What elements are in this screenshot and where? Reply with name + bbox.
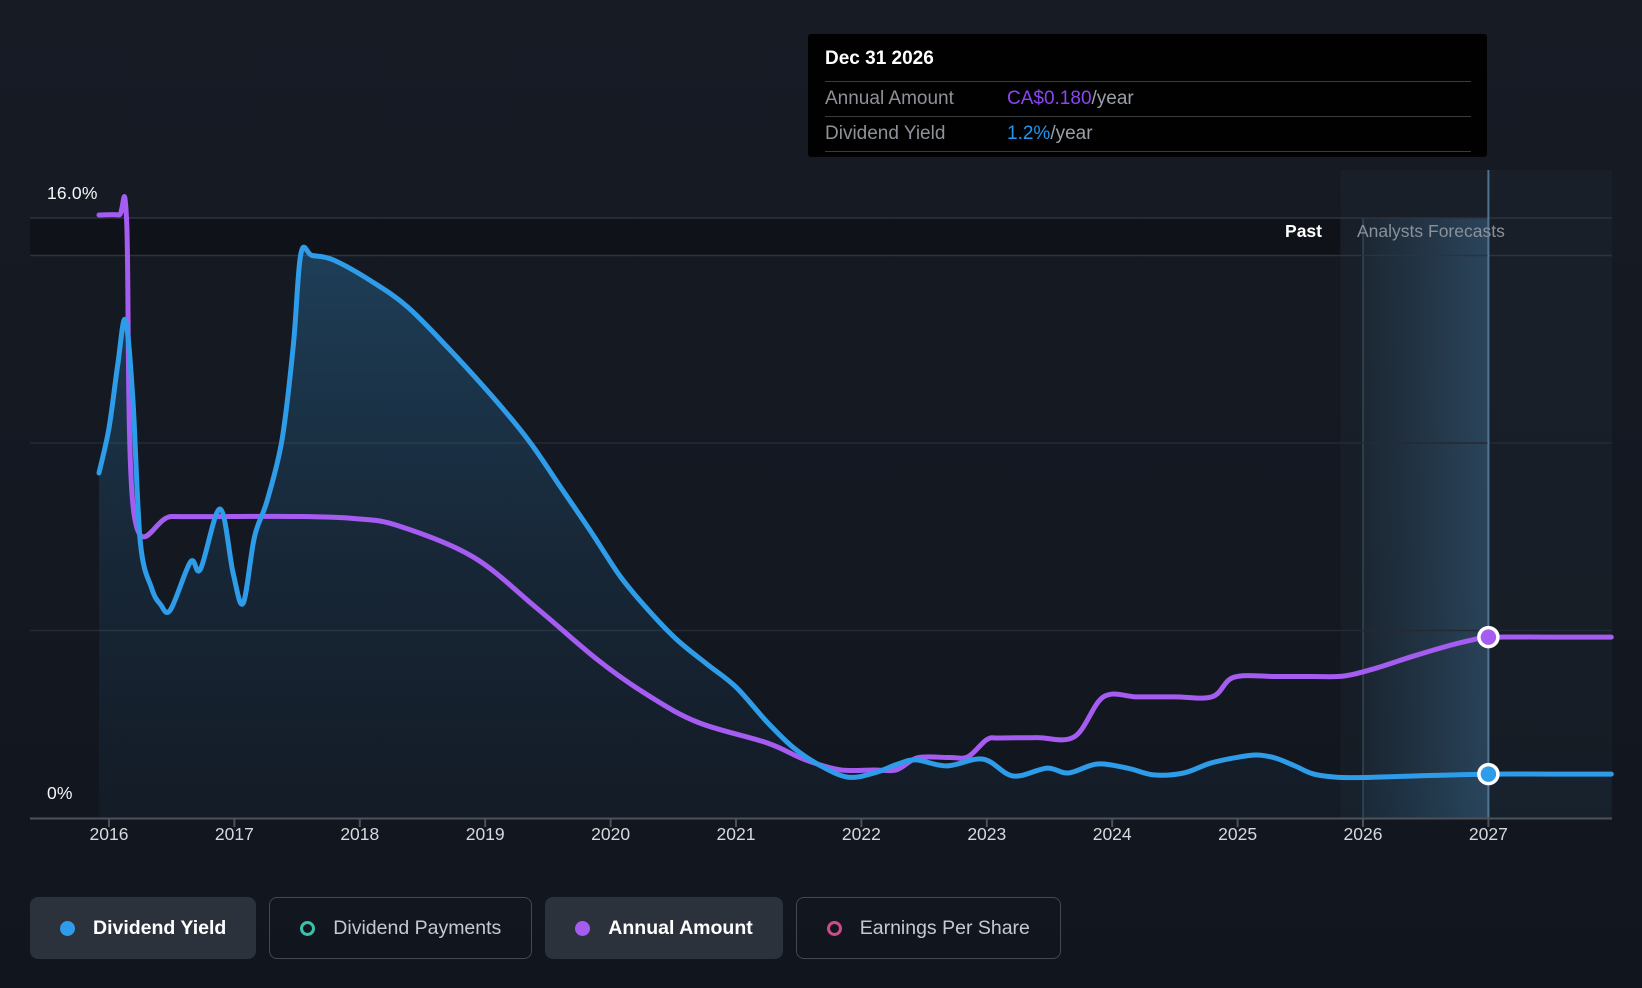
dividend-payments-ring-icon [300,920,316,936]
dividend-yield-dot-icon [60,920,75,936]
legend-toggle-annual-amount[interactable]: Annual Amount [545,897,783,959]
tooltip-suffix: /year [1050,123,1093,144]
x-tick-label: 2022 [841,824,881,844]
y-axis-max-label: 16.0% [47,183,98,203]
legend-label: Annual Amount [608,916,753,939]
hover-tooltip: Dec 31 2026 Annual Amount CA$0.180 /year… [808,34,1487,157]
annual-amount-dot-icon [575,920,591,936]
x-tick-label: 2016 [89,824,129,844]
tooltip-date: Dec 31 2026 [825,48,934,69]
x-tick-label: 2023 [967,824,1007,844]
x-tick-label: 2027 [1468,824,1508,844]
x-tick-label: 2017 [214,824,254,844]
x-tick-label: 2018 [340,824,380,844]
x-tick-label: 2026 [1343,824,1383,844]
chart-legend: Dividend Yield Dividend Payments Annual … [30,897,1061,959]
x-tick-label: 2020 [591,824,631,844]
tooltip-value: CA$0.180 [1007,88,1092,109]
x-tick-label: 2024 [1092,824,1132,844]
legend-label: Earnings Per Share [859,916,1030,939]
x-tick-label: 2019 [465,824,505,844]
tooltip-row-annual-amount: Annual Amount CA$0.180 /year [825,81,1471,116]
tooltip-label: Dividend Yield [825,123,946,144]
past-zone-label: Past [1285,221,1322,241]
tooltip-row-dividend-yield: Dividend Yield 1.2% /year [825,116,1471,151]
legend-toggle-dividend-payments[interactable]: Dividend Payments [269,897,533,959]
legend-toggle-earnings-per-share[interactable]: Earnings Per Share [795,897,1061,959]
legend-label: Dividend Payments [333,916,502,939]
tooltip-rows: Annual Amount CA$0.180 /year Dividend Yi… [825,81,1471,152]
x-tick-label: 2021 [716,824,756,844]
tooltip-value: 1.2% [1007,123,1051,144]
earnings-per-share-ring-icon [826,920,842,936]
x-tick-label: 2025 [1218,824,1258,844]
legend-toggle-dividend-yield[interactable]: Dividend Yield [30,897,257,959]
tooltip-label: Annual Amount [825,88,954,109]
tooltip-suffix: /year [1091,88,1134,109]
legend-label: Dividend Yield [93,916,227,939]
forecast-zone-label: Analysts Forecasts [1357,221,1505,241]
y-axis-min-label: 0% [47,783,73,803]
